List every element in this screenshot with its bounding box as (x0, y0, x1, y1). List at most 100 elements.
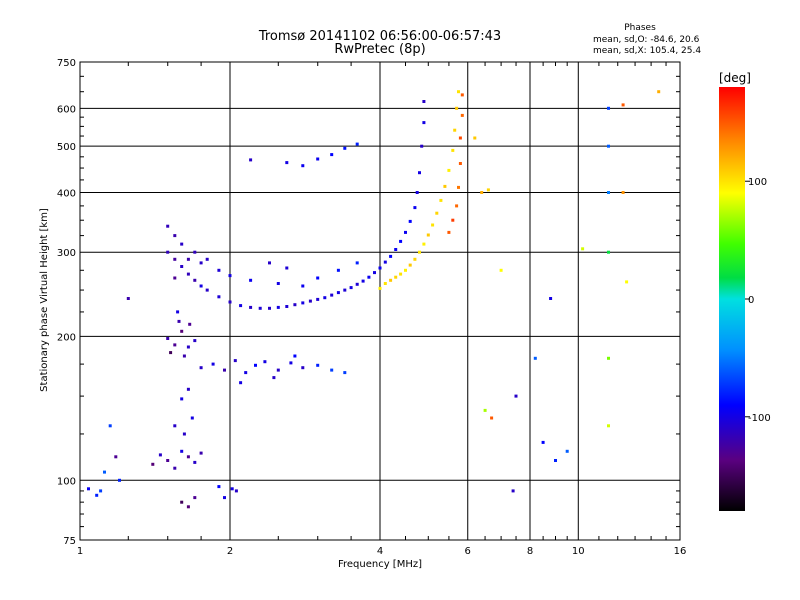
data-point (607, 144, 610, 148)
data-point (193, 460, 197, 464)
data-point (301, 301, 305, 305)
data-point (408, 219, 412, 223)
y-tick-label: 100 (57, 476, 76, 487)
y-tick-label: 400 (57, 188, 76, 199)
data-point (99, 489, 103, 493)
data-point (293, 354, 297, 358)
info-heading: Phases (624, 23, 656, 33)
plot-area: 1 2 4 6 8 10 16 75 100 200 300 400 500 600 750 (57, 58, 686, 557)
data-point (621, 103, 625, 107)
data-point (173, 276, 177, 280)
y-tick-label: 200 (57, 332, 76, 343)
data-point (95, 493, 99, 497)
x-tick-label: 8 (527, 546, 533, 557)
data-point (173, 466, 177, 470)
data-point (173, 234, 177, 238)
data-point (330, 368, 334, 372)
data-point (408, 263, 412, 267)
data-point (234, 489, 238, 493)
x-axis-label: Frequency [MHz] (338, 559, 422, 570)
y-axis-label: Stationary phase Virtual Height [km] (39, 208, 50, 392)
data-point (458, 136, 462, 140)
data-point (126, 297, 130, 300)
data-point (330, 293, 334, 297)
chart-title: Tromsø 20141102 06:56:00-06:57:43 (258, 29, 501, 44)
data-point (625, 280, 629, 284)
data-point (607, 356, 610, 360)
data-point (413, 206, 417, 210)
data-point (533, 356, 537, 360)
colorbar-ticks: 100 0 -100 (745, 177, 771, 424)
data-point (404, 230, 407, 234)
data-point (336, 291, 340, 295)
data-point (87, 487, 90, 491)
data-point (399, 272, 403, 276)
data-point (422, 121, 426, 125)
data-point (239, 304, 243, 308)
data-point (239, 381, 243, 385)
data-point (460, 113, 464, 117)
data-point (205, 288, 209, 292)
data-point (233, 359, 237, 363)
y-tick-label: 500 (57, 142, 76, 153)
data-point (217, 485, 221, 489)
data-point (420, 144, 424, 148)
data-point (301, 284, 305, 288)
data-point (439, 198, 443, 202)
data-point (186, 455, 190, 459)
data-point (166, 459, 170, 462)
data-point (186, 387, 190, 391)
plot-frame (79, 61, 681, 541)
data-point (166, 337, 170, 340)
data-point (173, 424, 177, 428)
data-point (293, 303, 297, 307)
data-point (316, 297, 320, 301)
data-point (166, 224, 170, 228)
data-point (480, 191, 484, 194)
data-point (383, 260, 387, 264)
data-point (301, 164, 305, 168)
data-point (180, 449, 184, 453)
data-point (285, 266, 289, 270)
data-point (182, 354, 186, 358)
data-point (455, 204, 459, 208)
data-point (657, 90, 661, 94)
data-point (228, 274, 232, 278)
data-point (268, 306, 271, 310)
data-point (486, 188, 490, 192)
x-tick-label: 6 (465, 546, 471, 557)
data-point (499, 268, 503, 272)
data-point (211, 362, 215, 366)
data-point (349, 286, 353, 290)
data-point (193, 496, 197, 500)
data-point (435, 211, 439, 215)
data-point (383, 282, 387, 285)
data-point (199, 261, 203, 265)
data-point (186, 505, 190, 509)
data-point (422, 242, 426, 246)
data-point (176, 310, 180, 314)
data-point (426, 233, 430, 237)
x-tick-label: 10 (572, 546, 585, 557)
data-point (169, 351, 173, 355)
data-point (182, 432, 186, 436)
data-point (378, 266, 382, 270)
data-point (413, 257, 417, 261)
data-point (244, 371, 248, 375)
data-point (457, 185, 460, 189)
data-point (205, 257, 209, 261)
x-tick-label: 16 (674, 546, 687, 557)
data-point (268, 261, 271, 265)
y-tick-label: 75 (63, 536, 76, 547)
data-point (186, 272, 190, 276)
data-point (455, 106, 459, 110)
data-point (514, 394, 518, 398)
data-point (404, 268, 407, 272)
data-point (473, 136, 477, 140)
data-point (343, 371, 347, 375)
data-point (180, 242, 184, 246)
data-point (249, 305, 253, 309)
data-point (549, 297, 553, 300)
colorbar-tick-label: 0 (748, 295, 754, 306)
